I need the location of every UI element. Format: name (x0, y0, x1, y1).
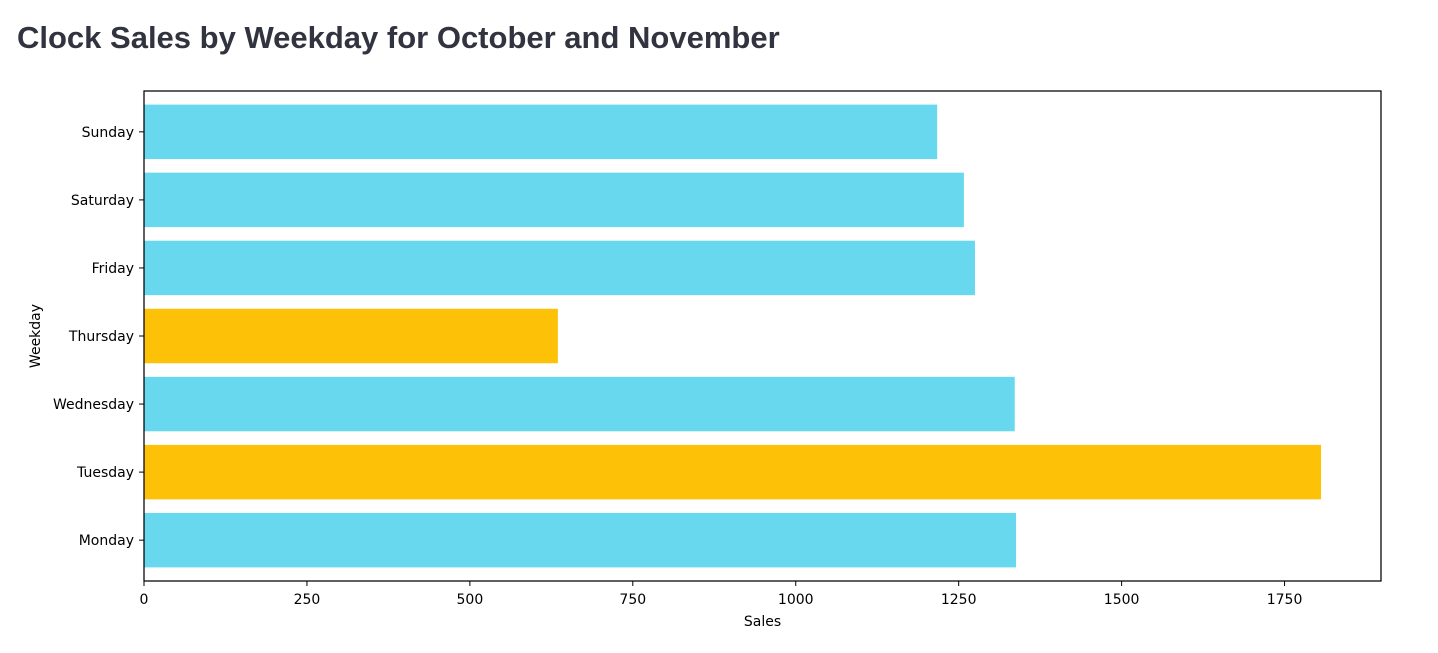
bar-thursday (144, 308, 558, 364)
y-tick-label: Thursday (68, 329, 134, 345)
bar-wednesday (144, 376, 1015, 432)
bar-monday (144, 512, 1017, 568)
x-tick-label: 1250 (941, 592, 977, 608)
x-axis-ticks: 0 250 500 750 1000 1250 1500 1750 (140, 581, 1303, 608)
page-title: Clock Sales by Weekday for October and N… (17, 20, 780, 55)
y-axis-ticks: Monday Tuesday Wednesday Thursday Friday Satu… (53, 125, 144, 549)
x-tick-label: 750 (619, 592, 646, 608)
y-tick-label: Friday (92, 261, 134, 277)
y-tick-label: Sunday (82, 125, 134, 141)
x-axis-label: Sales (744, 614, 781, 630)
bar-sunday (144, 104, 938, 160)
bar-saturday (144, 172, 964, 228)
bar-tuesday (144, 444, 1322, 500)
x-tick-label: 1000 (778, 592, 814, 608)
x-tick-label: 500 (457, 592, 484, 608)
y-axis-label: Weekday (28, 304, 44, 368)
y-tick-label: Monday (79, 533, 134, 549)
x-tick-label: 0 (140, 592, 149, 608)
bar-friday (144, 240, 975, 296)
x-tick-label: 1500 (1104, 592, 1140, 608)
x-tick-label: 250 (294, 592, 321, 608)
y-tick-label: Tuesday (76, 465, 134, 481)
y-tick-label: Wednesday (53, 397, 134, 413)
bars-group (144, 104, 1322, 568)
x-tick-label: 1750 (1267, 592, 1303, 608)
y-tick-label: Saturday (71, 193, 134, 209)
